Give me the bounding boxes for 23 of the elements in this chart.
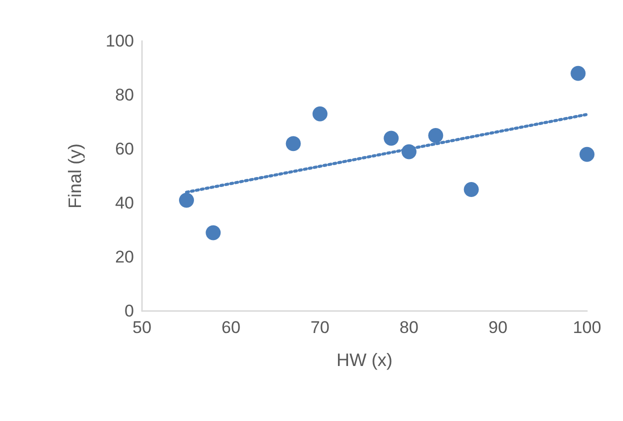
y-tick-label: 20	[115, 248, 134, 266]
point	[206, 225, 221, 240]
y-tick-label: 100	[106, 32, 134, 50]
x-tick-label: 80	[400, 318, 418, 337]
y-axis-title: Final (y)	[65, 143, 85, 209]
point	[580, 146, 594, 162]
y-tick-label: 60	[115, 140, 134, 158]
point	[428, 128, 444, 143]
point	[312, 106, 328, 122]
point	[179, 192, 194, 208]
x-axis-title: HW (x)	[336, 350, 392, 370]
y-tick-label: 40	[115, 194, 134, 212]
x-tick-label: 70	[310, 318, 330, 337]
x-tick-label: 50	[132, 318, 152, 337]
y-tick-label: 0	[124, 302, 134, 320]
x-tick-label: 100	[572, 318, 602, 337]
y-tick-label: 80	[115, 86, 134, 104]
point	[464, 182, 479, 197]
point	[570, 66, 586, 81]
x-tick-label: 60	[222, 318, 240, 337]
point	[384, 130, 399, 146]
point	[286, 136, 301, 152]
x-tick-label: 90	[488, 318, 508, 337]
